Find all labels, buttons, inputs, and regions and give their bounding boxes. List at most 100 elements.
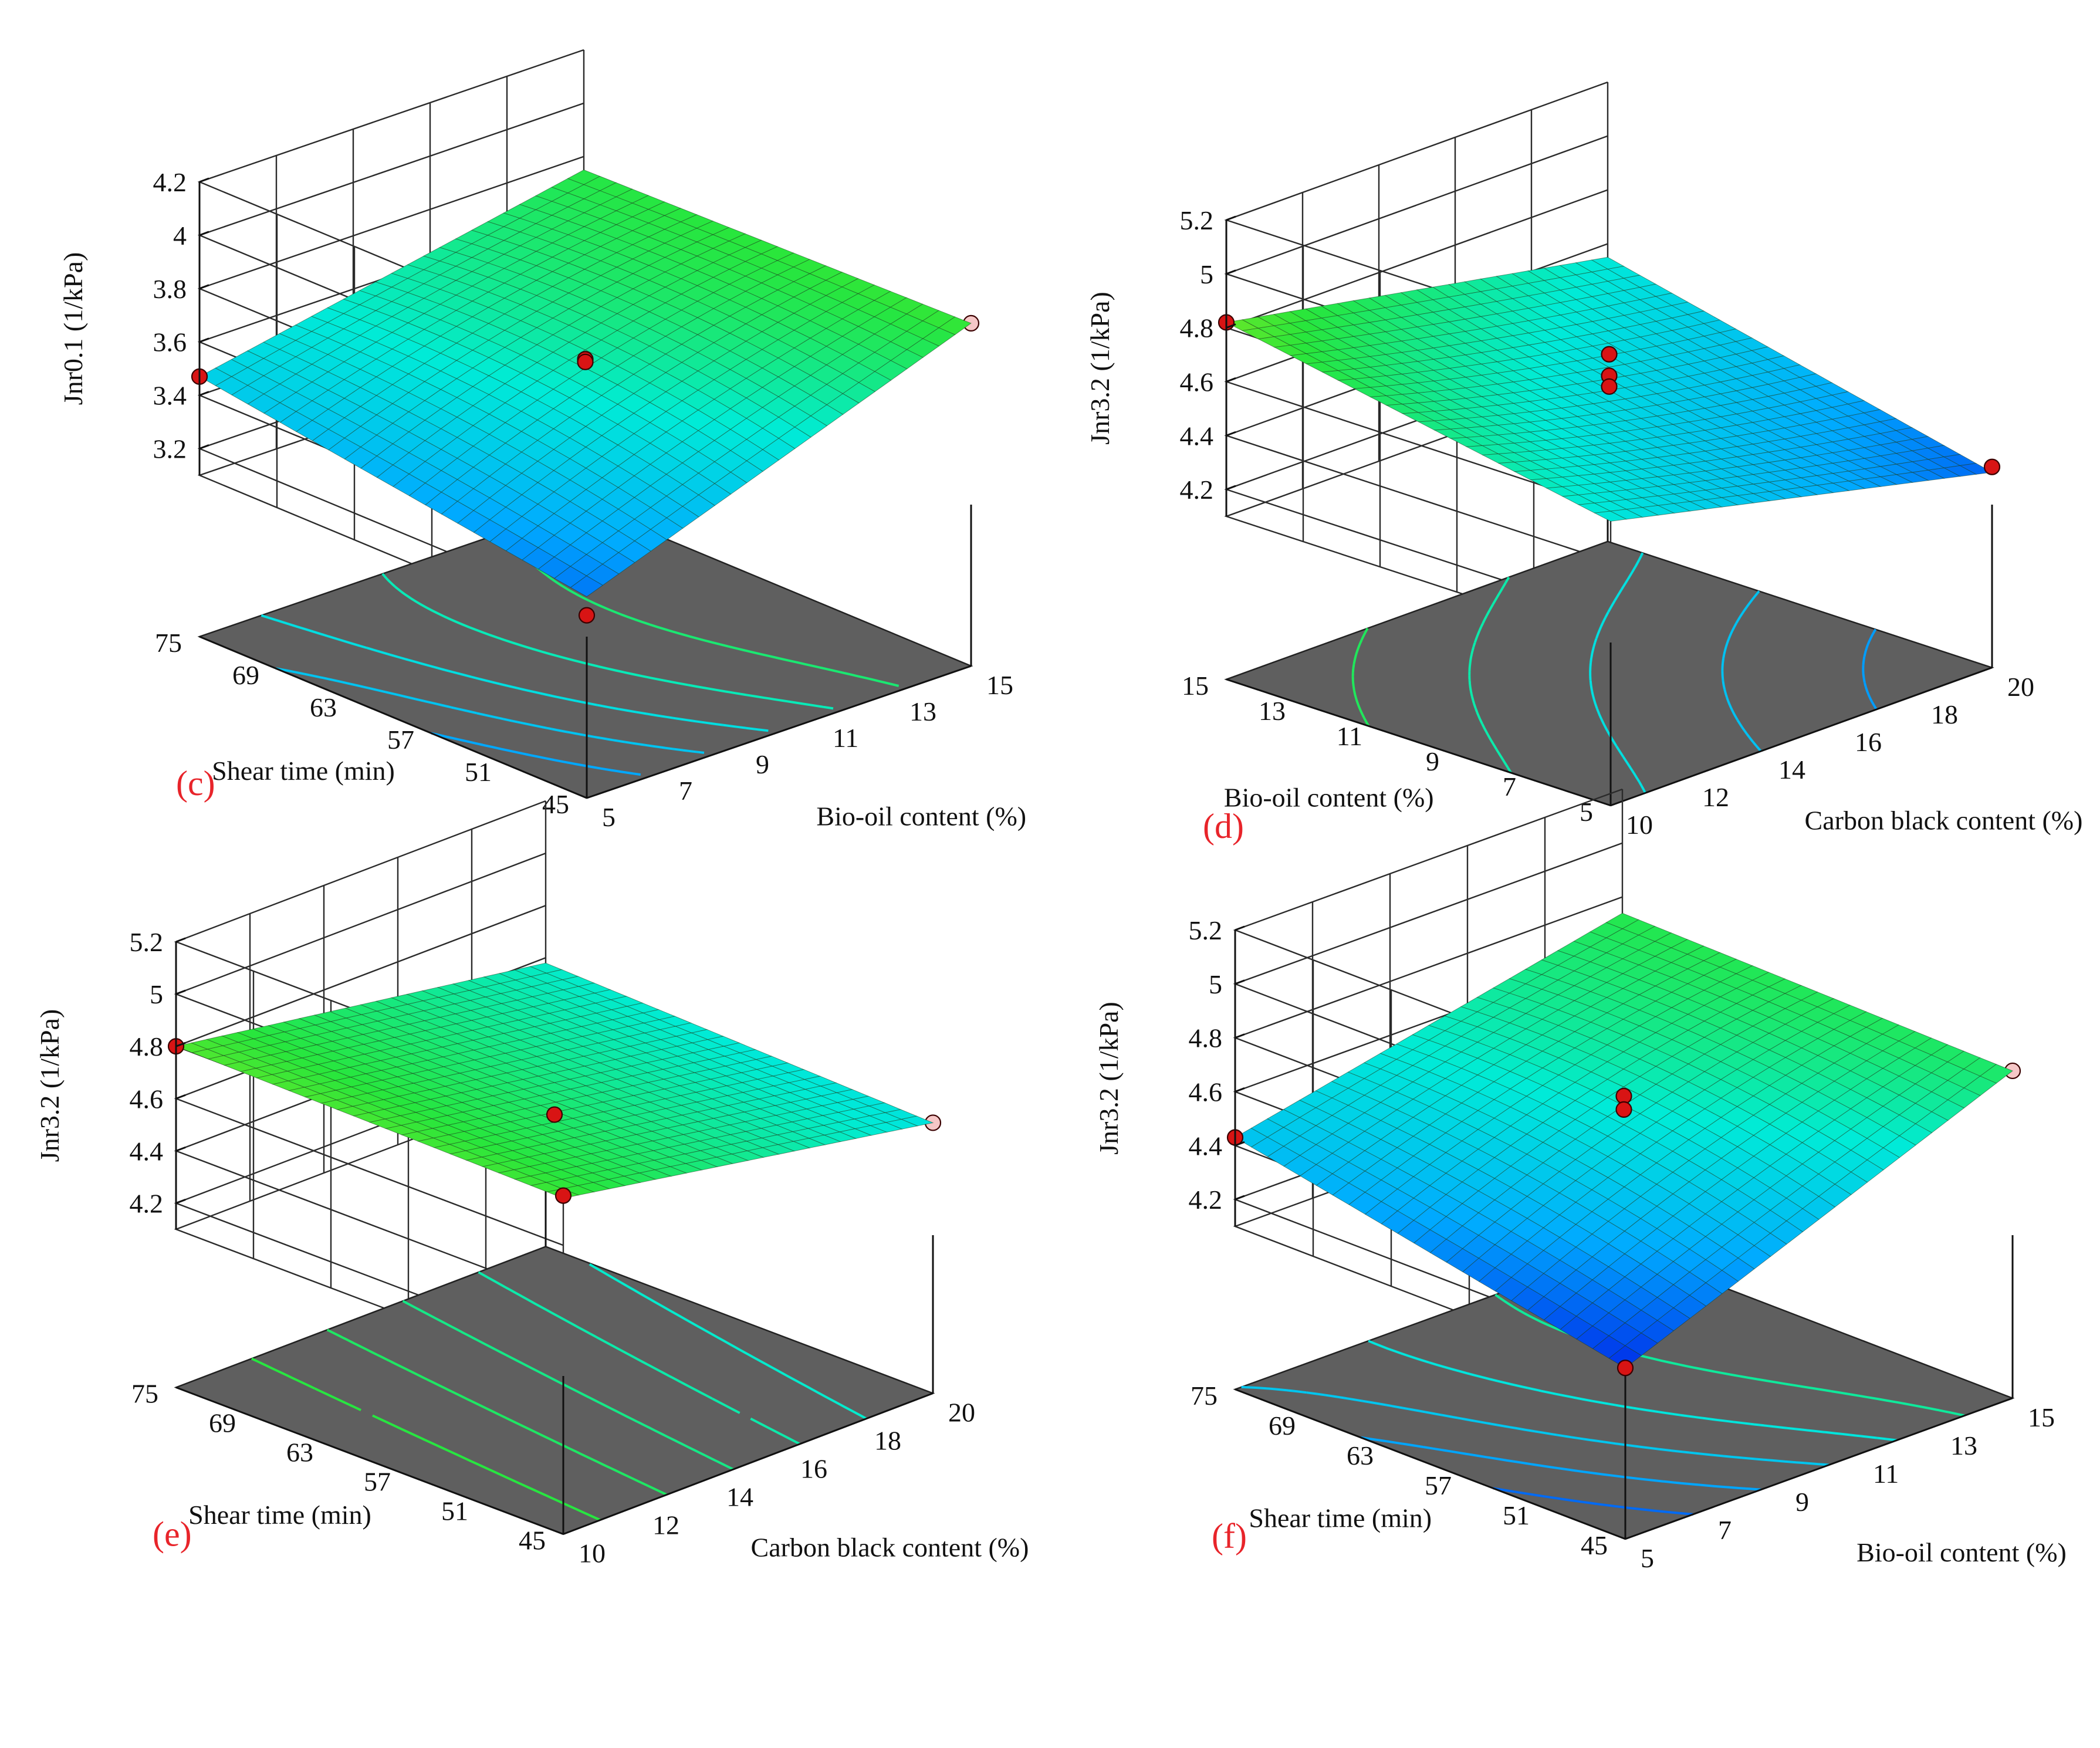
panel-label: (f) xyxy=(1212,1517,1247,1556)
panel-label: (e) xyxy=(153,1515,192,1554)
y-tick-label: 9 xyxy=(756,749,769,779)
z-tick-label: 5 xyxy=(150,979,163,1009)
z-tick-mark xyxy=(1235,1033,1245,1039)
y-tick-label: 16 xyxy=(1855,727,1882,757)
contour-line xyxy=(1241,1385,1830,1466)
z-tick-mark xyxy=(1226,485,1236,491)
design-point-above xyxy=(1601,378,1618,395)
response-surface-mesh xyxy=(1225,256,1993,522)
x-tick-label: 45 xyxy=(542,789,569,819)
y-tick-label: 5 xyxy=(1641,1543,1654,1573)
z-tick-label: 3.8 xyxy=(153,274,187,304)
contour-line xyxy=(1589,552,1646,794)
z-tick-label: 4.6 xyxy=(1180,367,1214,397)
z-tick-label: 4.4 xyxy=(130,1136,164,1166)
y-tick-label: 10 xyxy=(1626,810,1653,840)
z-axis-title: Jnr0.1 (1/kPa) xyxy=(58,252,88,405)
z-tick-mark xyxy=(175,989,186,995)
y-axis-title: Bio-oil content (%) xyxy=(816,801,1026,831)
z-tick-mark xyxy=(1226,431,1236,437)
design-point-above xyxy=(1601,346,1618,363)
x-tick-label: 63 xyxy=(310,692,337,722)
y-tick-label: 13 xyxy=(1950,1431,1977,1460)
y-tick-label: 11 xyxy=(833,723,858,753)
z-tick-mark xyxy=(1235,1141,1245,1147)
z-tick-mark xyxy=(1226,269,1236,275)
z-tick-label: 4.8 xyxy=(1180,313,1214,343)
z-tick-mark xyxy=(1235,1087,1245,1093)
z-tick-mark xyxy=(199,337,209,343)
y-tick-label: 20 xyxy=(2007,672,2034,702)
contour-line xyxy=(1368,1340,1898,1442)
y-axis-line xyxy=(1625,1397,2013,1540)
design-point-above xyxy=(1615,1101,1632,1118)
z-tick-label: 4.4 xyxy=(1189,1131,1223,1161)
z-tick-label: 5.2 xyxy=(1180,205,1214,235)
panel-label: (c) xyxy=(176,764,215,803)
surface-cell xyxy=(938,316,972,335)
contour-line xyxy=(431,732,641,776)
z-tick-label: 4.6 xyxy=(130,1084,164,1114)
x-tick-label: 57 xyxy=(1425,1470,1452,1500)
x-tick-label: 9 xyxy=(1426,746,1439,776)
floor-plane xyxy=(174,1246,935,1535)
x-tick-label: 63 xyxy=(1347,1441,1374,1470)
x-tick-label: 45 xyxy=(1581,1530,1608,1560)
contour-line xyxy=(275,667,705,754)
y-tick-label: 14 xyxy=(1778,755,1805,785)
x-tick-label: 69 xyxy=(209,1408,236,1438)
floor-plane xyxy=(1224,540,1994,807)
response-surface-mesh xyxy=(1235,912,2013,1368)
design-point-above xyxy=(1983,458,2001,475)
y-tick-label: 18 xyxy=(874,1426,901,1456)
y-axis-title: Carbon black content (%) xyxy=(1805,806,2083,836)
y-axis-title: Carbon black content (%) xyxy=(751,1533,1029,1563)
points-above-surface xyxy=(167,1038,572,1204)
x-axis-line xyxy=(1226,678,1611,807)
contour-line xyxy=(589,1263,867,1420)
y-tick-label: 9 xyxy=(1795,1487,1809,1517)
x-tick-label: 51 xyxy=(1503,1500,1530,1530)
contour-line xyxy=(402,1300,734,1470)
z-tick-mark xyxy=(1235,1195,1245,1201)
y-tick-label: 5 xyxy=(602,802,616,832)
z-tick-label: 4.2 xyxy=(1180,475,1214,505)
design-point-above xyxy=(577,353,594,370)
contour-line xyxy=(1721,590,1762,752)
x-tick-label: 51 xyxy=(441,1496,468,1526)
design-point-above xyxy=(578,607,596,624)
surface-cell xyxy=(900,1115,934,1127)
z-tick-label: 4.4 xyxy=(1180,421,1214,451)
y-tick-label: 20 xyxy=(948,1398,975,1428)
z-tick-mark xyxy=(199,231,209,236)
contour-line xyxy=(326,1328,668,1496)
y-axis-line xyxy=(1610,667,1993,807)
x-axis-line xyxy=(175,1387,564,1535)
y-tick-label: 15 xyxy=(986,670,1013,700)
x-tick-label: 75 xyxy=(1191,1381,1218,1411)
z-tick-label: 3.6 xyxy=(153,327,187,357)
y-axis-title: Bio-oil content (%) xyxy=(1856,1537,2067,1567)
z-axis-title: Jnr3.2 (1/kPa) xyxy=(1094,1002,1124,1155)
x-tick-label: 69 xyxy=(1269,1411,1296,1441)
z-tick-mark xyxy=(199,284,209,290)
x-axis-title: Bio-oil content (%) xyxy=(1224,783,1434,813)
z-tick-label: 4.6 xyxy=(1189,1077,1223,1107)
x-tick-label: 57 xyxy=(364,1467,391,1497)
y-tick-label: 13 xyxy=(909,697,936,726)
z-tick-label: 4 xyxy=(173,221,187,251)
contour-line xyxy=(261,614,769,732)
z-tick-mark xyxy=(175,1146,186,1152)
z-tick-label: 3.4 xyxy=(153,381,187,411)
z-tick-label: 5 xyxy=(1209,969,1222,999)
x-tick-label: 75 xyxy=(131,1379,158,1409)
z-tick-mark xyxy=(1226,377,1236,383)
x-tick-label: 51 xyxy=(465,757,492,787)
z-tick-label: 5.2 xyxy=(1189,915,1223,945)
y-axis-line xyxy=(563,1392,934,1535)
z-tick-mark xyxy=(1235,925,1245,931)
